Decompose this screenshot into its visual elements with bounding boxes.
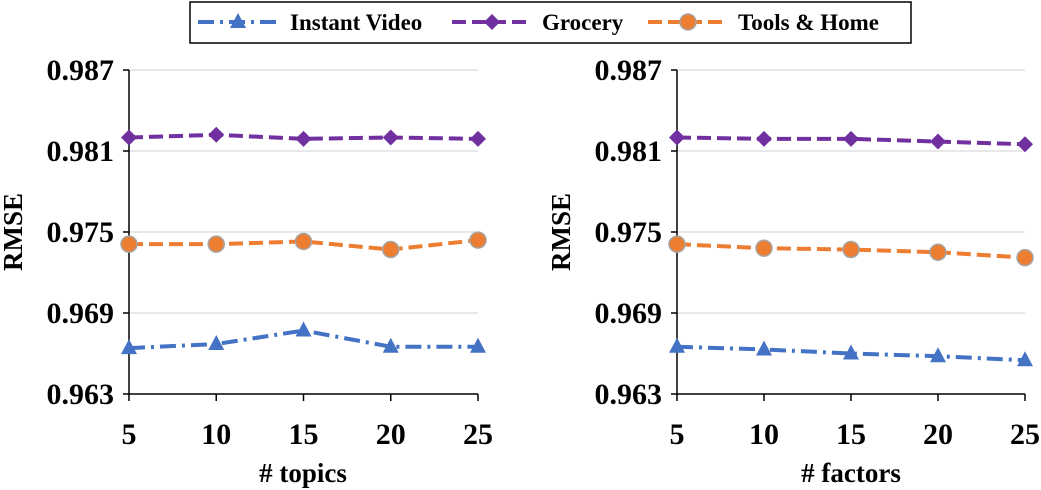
data-point-grocery	[843, 130, 859, 147]
x-tick-label: 20	[376, 418, 406, 451]
data-point-instant-video	[208, 335, 225, 351]
series-line-instant-video	[676, 344, 1026, 363]
data-point-instant-video	[121, 339, 137, 355]
data-point-instant-video	[930, 347, 946, 363]
data-point-instant-video	[843, 344, 859, 360]
y-axis-title: RMSE	[546, 193, 576, 271]
y-tick-label: 0.963	[47, 378, 115, 411]
data-point-instant-video	[470, 337, 486, 353]
y-tick-label: 0.975	[47, 216, 115, 249]
legend-triangle-icon	[230, 13, 246, 28]
data-point-grocery	[1017, 136, 1033, 153]
x-tick-label: 25	[1010, 418, 1040, 451]
y-tick-label: 0.981	[595, 135, 663, 168]
series-line-tools-home	[129, 238, 479, 252]
legend-box	[189, 1, 912, 44]
legend: Instant Video Grocery Tools & Home	[189, 1, 912, 44]
x-axis-title: # factors	[801, 458, 901, 488]
x-tick-label: 10	[201, 418, 231, 451]
data-point-tools-home	[294, 232, 313, 251]
x-tick-label: 20	[923, 418, 953, 451]
y-tick-label: 0.975	[595, 216, 663, 249]
legend-item-tools-home: Tools & Home	[648, 10, 879, 35]
x-tick-label: 25	[463, 418, 493, 451]
data-point-tools-home	[207, 235, 225, 253]
data-point-instant-video	[669, 337, 685, 353]
data-point-grocery	[669, 129, 685, 146]
data-point-instant-video	[382, 337, 399, 353]
legend-circle-icon	[679, 13, 697, 31]
data-point-grocery	[930, 133, 946, 150]
y-tick-label: 0.969	[47, 297, 115, 330]
data-point-tools-home	[929, 243, 947, 261]
x-tick-label: 15	[289, 418, 319, 451]
series-line-instant-video	[128, 328, 478, 351]
data-point-grocery	[121, 129, 137, 146]
data-point-tools-home	[382, 240, 400, 259]
data-point-instant-video	[295, 321, 312, 337]
y-axis-title: RMSE	[0, 193, 28, 271]
data-point-grocery	[382, 129, 399, 146]
data-point-grocery	[470, 130, 486, 147]
legend-label-tools-home: Tools & Home	[738, 10, 879, 35]
y-tick-label: 0.987	[595, 54, 663, 87]
y-tick-label: 0.981	[47, 135, 115, 168]
x-tick-label: 5	[122, 418, 137, 451]
chart-topics: 0.963 0.969 0.975 0.981 0.987 5 10 15 20 25 # topi…	[0, 54, 493, 488]
data-point-tools-home	[755, 239, 773, 257]
legend-label-instant-video: Instant Video	[290, 10, 422, 35]
series-line-tools-home	[676, 242, 1026, 260]
x-tick-label: 5	[670, 418, 685, 451]
x-tick-label: 15	[836, 418, 866, 451]
data-point-grocery	[208, 126, 225, 143]
data-point-tools-home	[469, 231, 487, 249]
legend-item-instant-video: Instant Video	[198, 10, 422, 35]
data-point-tools-home	[842, 240, 860, 259]
legend-label-grocery: Grocery	[542, 10, 624, 35]
data-point-grocery	[756, 130, 772, 147]
y-tick-label: 0.969	[595, 297, 663, 330]
legend-item-grocery: Grocery	[452, 10, 624, 35]
y-tick-label: 0.963	[595, 378, 663, 411]
data-point-instant-video	[756, 340, 772, 356]
x-axis-title: # topics	[259, 458, 347, 488]
data-point-tools-home	[1016, 248, 1034, 267]
legend-diamond-icon	[484, 14, 500, 30]
series-line-grocery	[128, 132, 479, 141]
data-point-grocery	[295, 130, 312, 147]
y-tick-label: 0.987	[47, 54, 115, 87]
data-point-tools-home	[120, 235, 138, 253]
chart-factors: 0.963 0.969 0.975 0.981 0.987 5 10 15 20 25 # fact…	[546, 54, 1040, 488]
data-point-tools-home	[668, 235, 686, 253]
series-line-grocery	[676, 135, 1026, 147]
data-point-instant-video	[1017, 351, 1033, 367]
x-tick-label: 10	[749, 418, 779, 451]
